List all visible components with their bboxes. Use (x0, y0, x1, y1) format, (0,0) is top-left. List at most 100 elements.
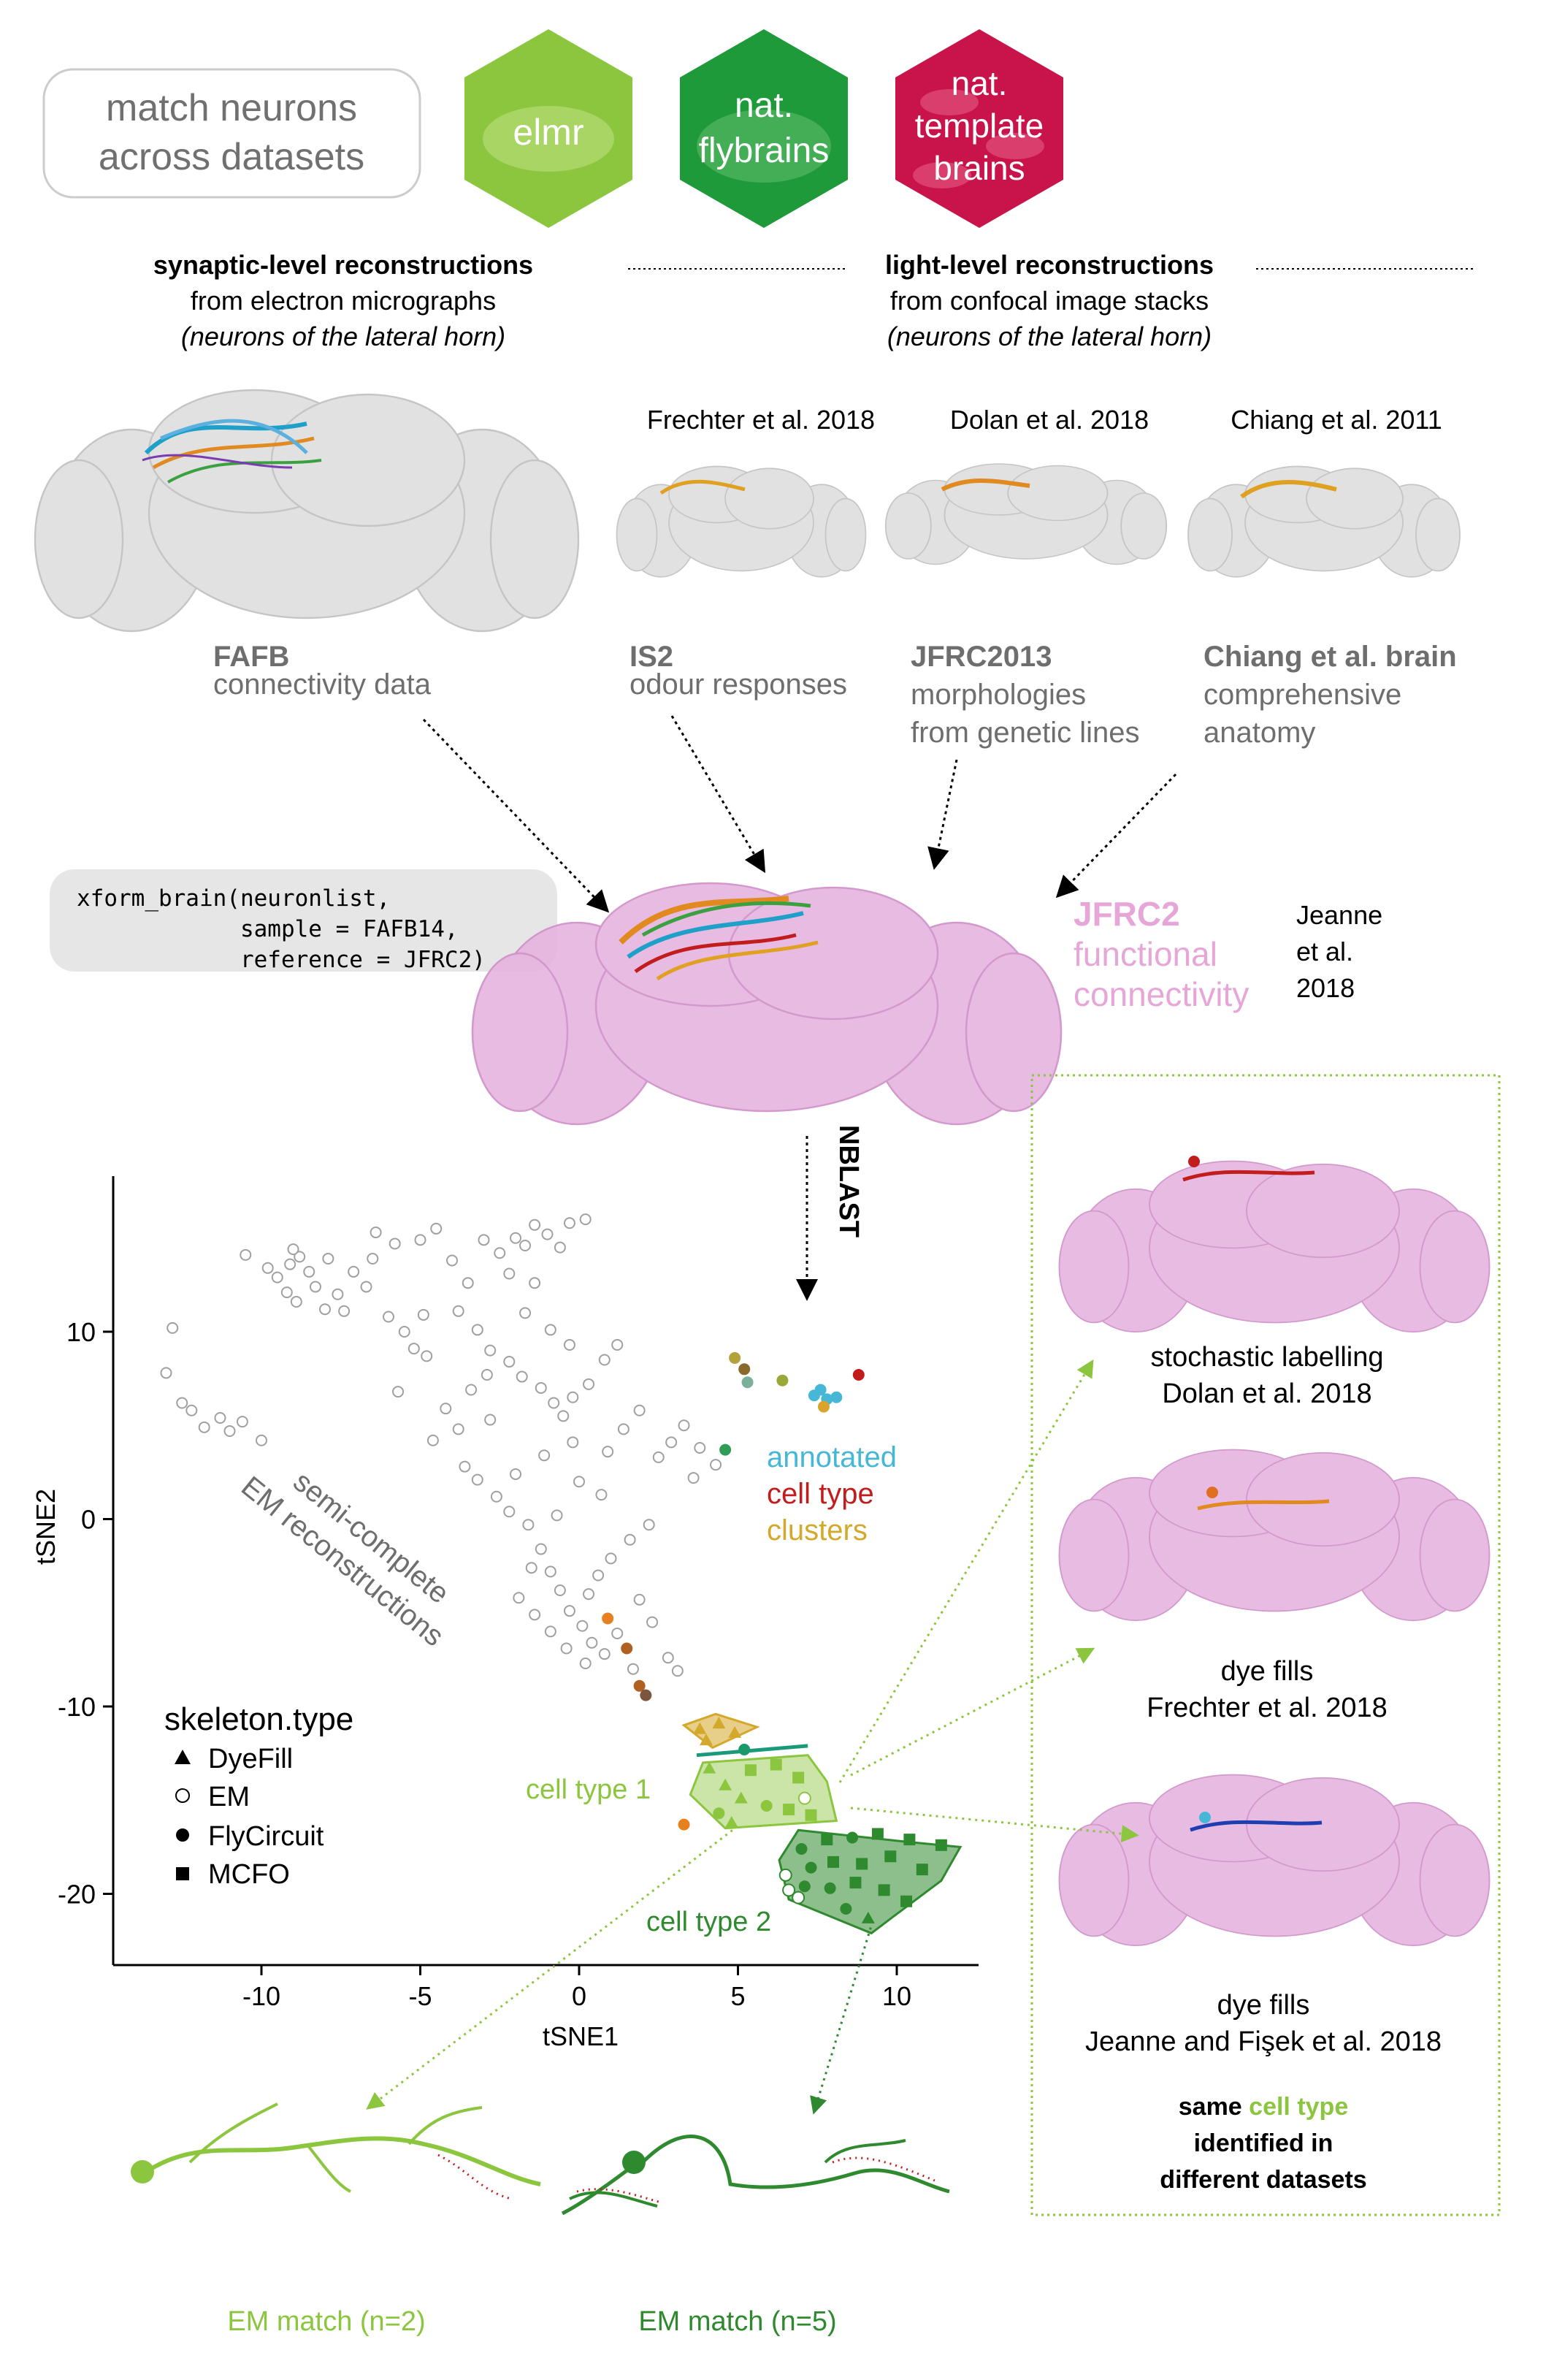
em-point (662, 1652, 674, 1664)
em-point (510, 1232, 521, 1244)
em-point (595, 1489, 608, 1501)
em-point (586, 1636, 598, 1649)
em-point (332, 1288, 344, 1300)
jfrc2013-brain-image (884, 463, 1168, 565)
em-point (567, 1436, 579, 1449)
panel-soma-2 (1206, 1487, 1218, 1498)
em-point (338, 1305, 351, 1317)
fafb-brain-image (34, 389, 580, 633)
code-line-2: sample = FAFB14, (77, 916, 459, 942)
panel-neuron-1 (1182, 1170, 1315, 1182)
colored-point (738, 1743, 751, 1755)
jfrc2-neurons (619, 896, 819, 981)
panel-brain-2 (1058, 1449, 1490, 1622)
colored-point (729, 1351, 741, 1364)
em-point (421, 1350, 433, 1362)
cluster-point-square (935, 1839, 947, 1851)
x-tick-label: 5 (730, 1981, 745, 2011)
cluster-points (693, 1717, 947, 1923)
em-point (579, 1658, 592, 1670)
cell-type-1-label: cell type 1 (526, 1774, 651, 1805)
em-point (563, 1217, 575, 1229)
em-point (223, 1424, 236, 1437)
em-point (598, 1648, 611, 1660)
desc-chiang-2: anatomy (1203, 717, 1315, 749)
cluster-point-triangle (703, 1761, 716, 1774)
em-point (494, 1247, 506, 1259)
desc-fafb: connectivity data (213, 668, 432, 701)
jfrc2013-neurons (941, 478, 1030, 492)
label-jfrc2013: JFRC2013 (911, 641, 1052, 673)
em-point (544, 1324, 556, 1336)
cluster-point-square (792, 1771, 805, 1784)
em-point (513, 1592, 525, 1604)
hex-badge-elmr: elmr (464, 29, 632, 228)
colored-point (678, 1818, 690, 1831)
em-point (503, 1267, 516, 1280)
em-point (544, 1565, 556, 1578)
em-point (627, 1663, 639, 1675)
right-panel-box (1030, 1074, 1501, 2216)
em-point (617, 1423, 630, 1435)
em-point (309, 1281, 321, 1293)
code-line-3: reference = JFRC2) (77, 947, 486, 973)
cluster-point-square (849, 1877, 862, 1889)
colored-point (776, 1374, 789, 1387)
panel-brain-3 (1058, 1774, 1490, 1947)
em-point (430, 1222, 443, 1235)
em-point (583, 1588, 595, 1601)
em-point (554, 1241, 566, 1254)
em-point (261, 1262, 274, 1274)
em-point (554, 1584, 566, 1596)
panel-1-line1: stochastic labelling (1151, 1342, 1384, 1373)
em-point (535, 1543, 547, 1555)
lm-section-header: light-level reconstructions from confoca… (885, 250, 1214, 351)
em-point (563, 1605, 575, 1617)
em-point (392, 1386, 405, 1398)
annot-annotated: annotated (767, 1441, 897, 1473)
em-point (633, 1593, 646, 1606)
cluster-point-square (744, 1764, 757, 1777)
em-point (557, 1410, 570, 1422)
em-point (538, 1449, 551, 1462)
cluster-point-square (805, 1809, 817, 1821)
em-point (322, 1252, 334, 1265)
em-section-line2: from electron micrographs (191, 286, 496, 316)
hex-badge-flybrains: nat. flybrains (680, 29, 848, 228)
em-point (471, 1473, 483, 1486)
em-point (256, 1434, 267, 1446)
chiang-neurons (1240, 480, 1337, 499)
cluster-point-circle (840, 1903, 852, 1915)
em-point (576, 1620, 589, 1632)
legend-mcfo: MCFO (208, 1859, 290, 1890)
em-point (383, 1311, 394, 1323)
cluster-point-square (821, 1834, 833, 1846)
em-point (417, 1308, 429, 1321)
cluster-point-open (782, 1883, 796, 1897)
desc-chiang-1: comprehensive (1203, 679, 1401, 711)
label-fafb: FAFB (213, 641, 289, 673)
em-point (348, 1265, 360, 1278)
em-point (519, 1307, 532, 1319)
em-point (471, 1324, 483, 1336)
em-section-title: synaptic-level reconstructions (153, 250, 533, 280)
colored-point (633, 1679, 646, 1692)
jfrc2-cite-1: Jeanne (1296, 900, 1382, 930)
annot-clusters: clusters (767, 1514, 868, 1546)
cluster-point-square (871, 1828, 884, 1840)
colored-point (602, 1612, 614, 1625)
colored-points (602, 1351, 865, 1831)
cluster-point-circle (795, 1842, 808, 1855)
em-point (652, 1451, 665, 1463)
arrow-to-em-match-1 (366, 1825, 738, 2110)
em-point (665, 1436, 678, 1449)
desc-jfrc2013-1: morphologies (911, 679, 1086, 711)
jfrc2-cite-3: 2018 (1296, 973, 1355, 1003)
em-point (160, 1367, 172, 1379)
cluster-point-triangle (700, 1733, 713, 1746)
y-tick-label: -10 (58, 1692, 96, 1722)
cluster-point-circle (713, 1807, 725, 1820)
is2-neurons (659, 479, 746, 495)
cluster-point-open (778, 1868, 792, 1882)
arrow-fafb (422, 718, 610, 913)
